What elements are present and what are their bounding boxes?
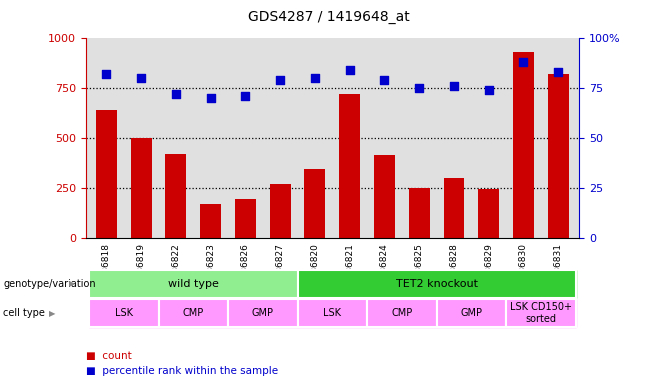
Point (170, 91, 181, 98)
Text: GMP: GMP (461, 308, 482, 318)
Text: ▶: ▶ (69, 279, 76, 288)
Text: GMP: GMP (252, 308, 274, 318)
Text: ▶: ▶ (49, 309, 56, 318)
Bar (200, 204, 221, 238)
Text: cell type: cell type (3, 308, 45, 318)
Bar (513, 52, 534, 238)
Bar (96, 110, 117, 238)
Point (518, 59, 528, 65)
Text: ■  count: ■ count (86, 351, 132, 361)
Bar (478, 189, 499, 238)
Text: TET2 knockout: TET2 knockout (395, 278, 478, 289)
Point (136, 75, 147, 81)
Point (484, 87, 494, 93)
Bar (165, 154, 186, 238)
Text: LSK: LSK (114, 308, 133, 318)
Point (275, 77, 286, 83)
Bar (547, 74, 569, 238)
Point (449, 83, 459, 89)
Bar (374, 155, 395, 238)
Bar (131, 138, 151, 238)
Text: CMP: CMP (183, 308, 204, 318)
Bar (409, 188, 430, 238)
Text: GDS4287 / 1419648_at: GDS4287 / 1419648_at (248, 10, 410, 23)
Text: wild type: wild type (168, 278, 218, 289)
Text: LSK CD150+
sorted: LSK CD150+ sorted (510, 302, 572, 324)
Bar (270, 184, 291, 238)
Point (344, 67, 355, 73)
Point (414, 85, 424, 91)
Point (310, 75, 320, 81)
Point (379, 77, 390, 83)
Point (205, 95, 216, 101)
Text: genotype/variation: genotype/variation (3, 278, 96, 289)
Bar (340, 94, 360, 238)
Point (101, 71, 112, 78)
Bar (443, 178, 465, 238)
Text: LSK: LSK (323, 308, 342, 318)
Point (240, 93, 251, 99)
Bar (305, 169, 325, 238)
Text: CMP: CMP (391, 308, 413, 318)
Point (553, 69, 563, 75)
Text: ■  percentile rank within the sample: ■ percentile rank within the sample (86, 366, 278, 376)
Bar (235, 199, 256, 238)
